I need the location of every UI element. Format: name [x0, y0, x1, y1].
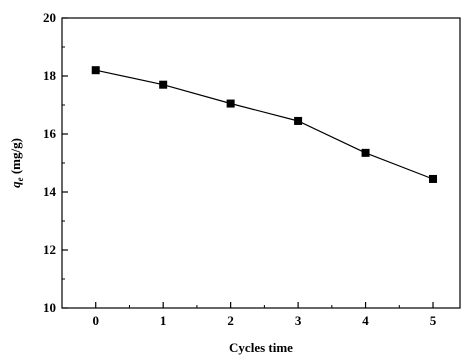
x-tick-label: 0: [92, 313, 99, 328]
y-tick-label: 10: [43, 300, 56, 315]
series-group: [91, 66, 438, 183]
data-point: [429, 174, 438, 183]
x-tick-label: 4: [362, 313, 369, 328]
x-tick-label: 2: [227, 313, 234, 328]
y-tick-label: 16: [43, 126, 57, 141]
data-point: [226, 99, 235, 108]
data-point: [361, 148, 370, 157]
y-axis-title-unit: (mg/g): [8, 138, 23, 177]
y-axis-title-subscript: e: [15, 177, 25, 181]
data-point: [294, 116, 303, 125]
x-axis: 0 1 2 3 4 5: [61, 302, 437, 328]
y-tick-label: 20: [43, 10, 56, 25]
x-tick-label: 1: [160, 313, 167, 328]
y-tick-label: 14: [43, 184, 57, 199]
y-tick-label: 12: [43, 242, 56, 257]
y-tick-label: 18: [43, 68, 57, 83]
y-axis-title-symbol: q: [8, 181, 23, 188]
data-point: [159, 80, 168, 89]
x-axis-title: Cycles time: [229, 340, 293, 355]
x-tick-label: 3: [295, 313, 302, 328]
data-point: [91, 66, 100, 75]
x-tick-label: 5: [430, 313, 437, 328]
plot-frame: [61, 17, 461, 309]
y-axis: 10 12 14 16 18 20: [43, 10, 68, 315]
series-line: [95, 69, 434, 180]
y-axis-title: qe (mg/g): [8, 138, 25, 188]
